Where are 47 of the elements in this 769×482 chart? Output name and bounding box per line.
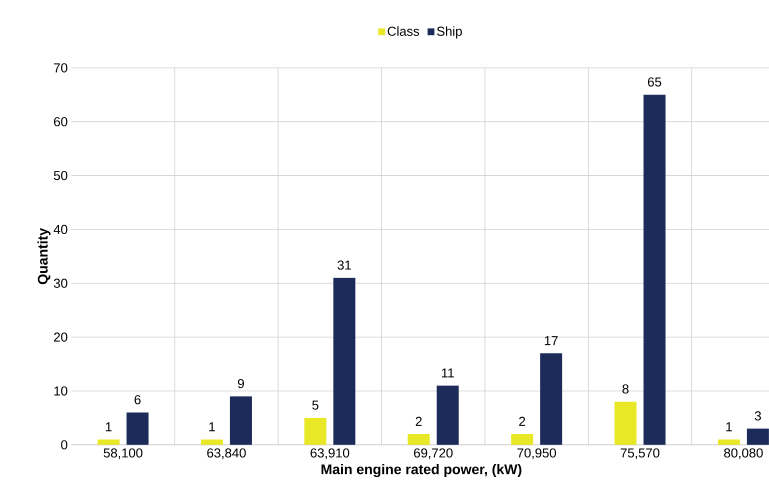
bar xyxy=(230,396,252,445)
y-axis-title: Quantity xyxy=(37,228,50,284)
bar xyxy=(644,94,666,445)
data-label: 65 xyxy=(648,77,662,87)
y-tick-label: 20 xyxy=(54,332,68,342)
y-tick-label: 40 xyxy=(54,224,68,234)
data-label: 9 xyxy=(238,378,244,388)
bar xyxy=(746,428,769,445)
x-tick-label: 63,910 xyxy=(310,448,350,460)
bar xyxy=(614,402,637,445)
x-tick-label: 58,100 xyxy=(104,448,142,460)
data-label: 8 xyxy=(622,384,629,394)
data-label: 17 xyxy=(544,336,558,346)
data-label: 1 xyxy=(209,422,215,432)
data-label: 2 xyxy=(416,416,422,426)
bar xyxy=(200,439,223,445)
bar xyxy=(718,439,740,445)
x-tick-label: 70,950 xyxy=(517,448,556,460)
data-label: 31 xyxy=(338,260,351,270)
bar xyxy=(304,418,326,445)
y-tick-label: 30 xyxy=(54,278,68,288)
y-tick-label: 70 xyxy=(54,63,68,72)
data-label: 2 xyxy=(519,416,526,426)
y-tick-label: 10 xyxy=(54,386,68,396)
bar xyxy=(126,412,149,445)
bar xyxy=(333,278,356,445)
x-tick-label: 69,720 xyxy=(414,448,453,460)
data-label: 1 xyxy=(726,422,732,432)
y-tick-label: 50 xyxy=(54,170,68,180)
bar xyxy=(98,439,120,445)
x-tick-label: 80,080 xyxy=(724,448,763,460)
y-tick-label: 0 xyxy=(61,440,68,450)
legend-label: Ship xyxy=(437,26,462,38)
data-label: 3 xyxy=(754,411,761,420)
data-label: 6 xyxy=(134,395,141,404)
data-label: 11 xyxy=(442,368,454,378)
bar xyxy=(540,353,562,445)
bar xyxy=(436,386,459,445)
data-label: 5 xyxy=(312,400,318,410)
bar xyxy=(511,434,534,445)
y-tick-label: 60 xyxy=(54,117,68,126)
x-axis-title: Main engine rated power, (kW) xyxy=(322,464,522,478)
data-label: 1 xyxy=(106,422,112,432)
legend-label: Class xyxy=(388,26,420,36)
bar xyxy=(408,434,430,445)
x-tick-label: 75,570 xyxy=(620,448,660,460)
x-tick-label: 63,840 xyxy=(207,448,246,460)
